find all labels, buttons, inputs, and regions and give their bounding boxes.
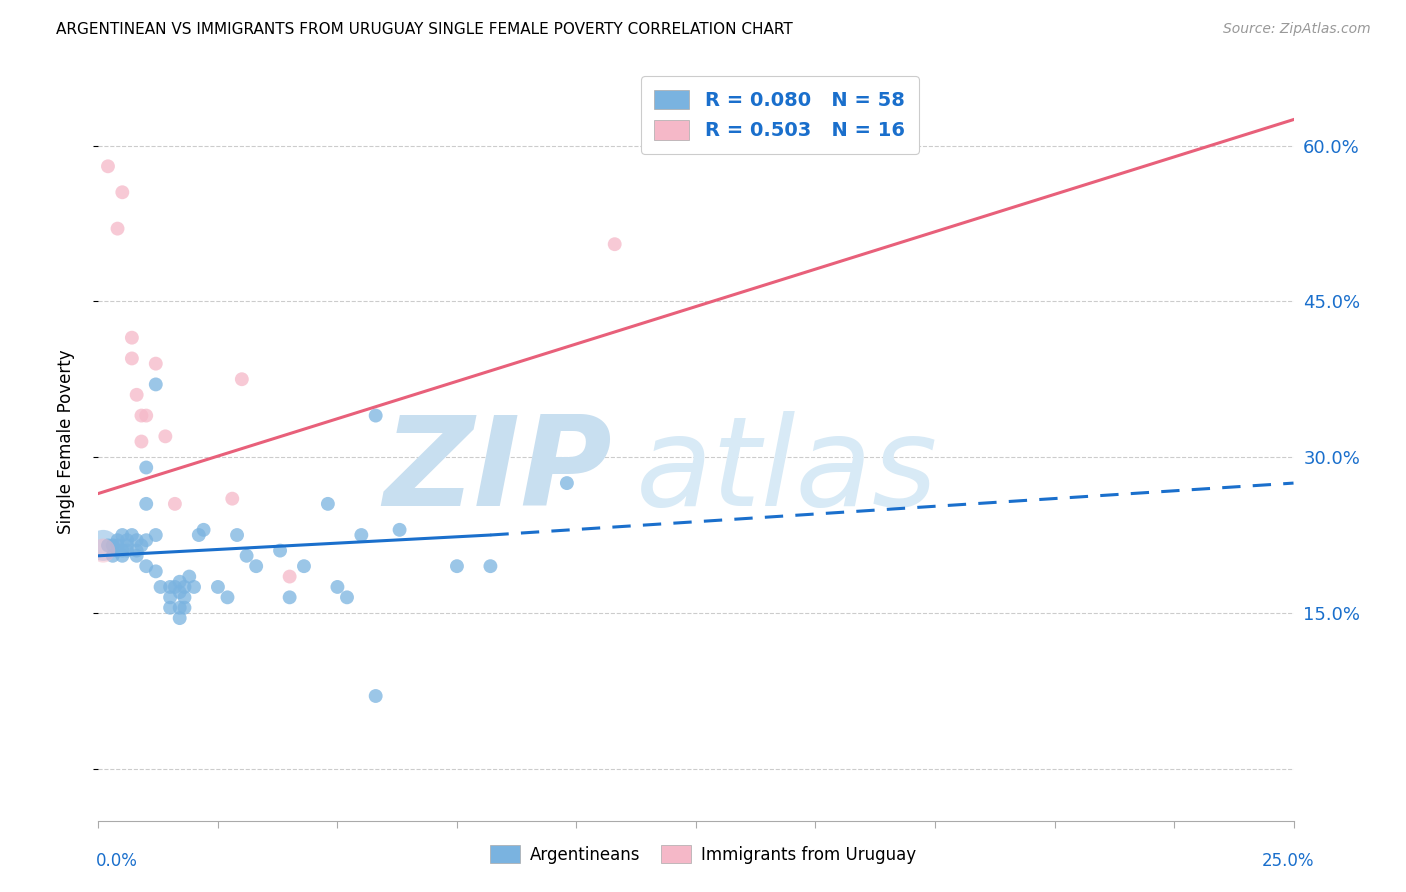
Point xyxy=(388,523,411,537)
Point xyxy=(350,528,373,542)
Point xyxy=(111,549,134,563)
Point xyxy=(115,543,138,558)
Point xyxy=(91,538,114,552)
Point xyxy=(91,543,114,558)
Point xyxy=(179,569,201,583)
Text: atlas: atlas xyxy=(637,411,938,533)
Point xyxy=(278,591,301,605)
Text: 0.0%: 0.0% xyxy=(96,852,138,870)
Point xyxy=(131,409,153,423)
Point xyxy=(107,533,129,548)
Legend: R = 0.080   N = 58, R = 0.503   N = 16: R = 0.080 N = 58, R = 0.503 N = 16 xyxy=(641,76,918,154)
Point xyxy=(149,580,172,594)
Point xyxy=(145,357,167,371)
Point xyxy=(292,559,315,574)
Point xyxy=(115,538,138,552)
Point xyxy=(159,591,181,605)
Text: 25.0%: 25.0% xyxy=(1263,852,1315,870)
Point xyxy=(111,543,134,558)
Point xyxy=(173,591,195,605)
Point xyxy=(169,600,191,615)
Point xyxy=(101,549,124,563)
Point xyxy=(107,221,129,235)
Point xyxy=(125,533,148,548)
Point xyxy=(145,377,167,392)
Point xyxy=(125,549,148,563)
Point xyxy=(183,580,205,594)
Text: ZIP: ZIP xyxy=(384,411,613,533)
Point xyxy=(135,497,157,511)
Point xyxy=(207,580,229,594)
Point xyxy=(603,237,626,252)
Point xyxy=(217,591,239,605)
Point xyxy=(101,538,124,552)
Point xyxy=(125,388,148,402)
Point xyxy=(235,549,257,563)
Point xyxy=(111,186,134,200)
Point xyxy=(187,528,209,542)
Point xyxy=(131,538,153,552)
Point xyxy=(115,533,138,548)
Point xyxy=(159,580,181,594)
Point xyxy=(269,543,291,558)
Point xyxy=(159,600,181,615)
Point xyxy=(135,533,157,548)
Point xyxy=(326,580,349,594)
Point xyxy=(169,585,191,599)
Point xyxy=(226,528,249,542)
Point xyxy=(97,159,120,173)
Point xyxy=(97,538,120,552)
Point xyxy=(121,351,143,366)
Point xyxy=(169,574,191,589)
Point xyxy=(107,543,129,558)
Point xyxy=(121,528,143,542)
Point xyxy=(135,460,157,475)
Point xyxy=(364,689,387,703)
Point xyxy=(135,409,157,423)
Point xyxy=(446,559,468,574)
Point xyxy=(245,559,267,574)
Point xyxy=(278,569,301,583)
Point xyxy=(107,538,129,552)
Point xyxy=(169,611,191,625)
Point xyxy=(193,523,215,537)
Point xyxy=(111,528,134,542)
Point xyxy=(135,559,157,574)
Point xyxy=(221,491,243,506)
Point xyxy=(364,409,387,423)
Point xyxy=(555,476,578,491)
Point xyxy=(131,434,153,449)
Point xyxy=(163,497,186,511)
Point xyxy=(145,528,167,542)
Point xyxy=(336,591,359,605)
Point xyxy=(173,580,195,594)
Point xyxy=(155,429,177,443)
Text: Source: ZipAtlas.com: Source: ZipAtlas.com xyxy=(1223,22,1371,37)
Point xyxy=(125,543,148,558)
Text: ARGENTINEAN VS IMMIGRANTS FROM URUGUAY SINGLE FEMALE POVERTY CORRELATION CHART: ARGENTINEAN VS IMMIGRANTS FROM URUGUAY S… xyxy=(56,22,793,37)
Point xyxy=(479,559,502,574)
Point xyxy=(121,331,143,345)
Point xyxy=(173,600,195,615)
Y-axis label: Single Female Poverty: Single Female Poverty xyxy=(56,350,75,533)
Point xyxy=(145,565,167,579)
Point xyxy=(316,497,339,511)
Legend: Argentineans, Immigrants from Uruguay: Argentineans, Immigrants from Uruguay xyxy=(484,838,922,871)
Point xyxy=(163,580,186,594)
Point xyxy=(231,372,253,386)
